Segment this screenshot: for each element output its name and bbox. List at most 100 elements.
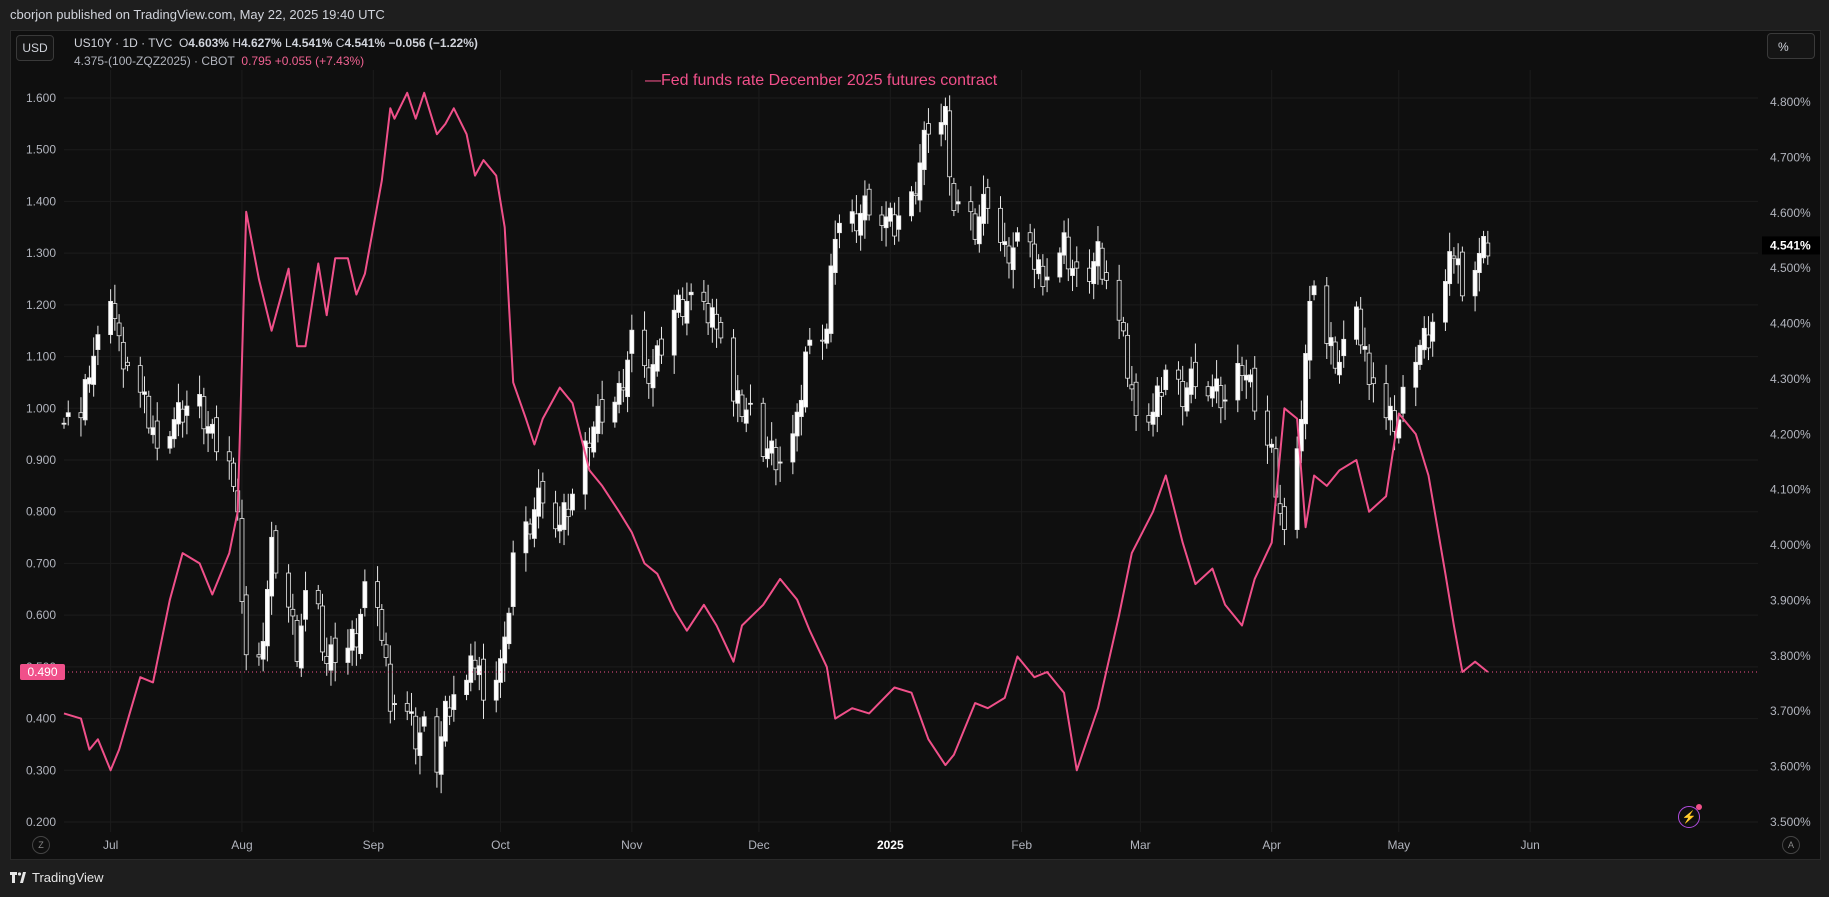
candle-body — [1015, 232, 1020, 242]
time-tick-label: Jun — [1520, 838, 1539, 852]
candle-body — [1129, 384, 1135, 390]
left-tick-label: 0.600 — [26, 608, 56, 622]
candle-body — [1188, 368, 1194, 395]
percent-scale-button[interactable]: % — [1767, 33, 1815, 59]
auto-scale-button[interactable]: A — [1782, 836, 1800, 854]
candle-body — [620, 387, 626, 391]
tradingview-logo[interactable]: TradingView — [10, 870, 104, 885]
left-tick-label: 0.800 — [26, 505, 56, 519]
candle-body — [481, 658, 486, 701]
candle-body — [1116, 279, 1122, 321]
candle-body — [1120, 322, 1126, 332]
candle-body — [116, 322, 122, 337]
zoom-button[interactable]: Z — [32, 836, 50, 854]
last-value-markers: 0.490 4.541% — [20, 236, 1820, 681]
lightning-icon[interactable]: ⚡ — [1678, 804, 1702, 828]
candle-body — [176, 402, 181, 425]
time-tick-label: Mar — [1130, 838, 1151, 852]
candle-body — [226, 451, 232, 462]
candle-body — [434, 716, 440, 773]
candle-body — [1044, 276, 1050, 281]
candle-body — [765, 448, 770, 460]
candle-body — [294, 620, 300, 662]
left-tick-label: 1.600 — [26, 91, 56, 105]
right-tick-label: 4.800% — [1770, 95, 1811, 109]
candle-body — [1447, 251, 1453, 285]
candle-body — [404, 703, 410, 712]
candle-body — [1400, 386, 1406, 414]
left-last-value-badge — [20, 664, 65, 681]
candle-body — [680, 299, 686, 317]
candle-body — [502, 636, 508, 664]
candle-body — [1248, 374, 1253, 383]
candle-body — [1294, 448, 1300, 530]
candle-body — [646, 367, 652, 384]
candle-body — [642, 329, 647, 367]
candle-body — [1430, 321, 1436, 342]
left-tick-label: 1.100 — [26, 350, 56, 364]
right-last-value-label: 4.541% — [1770, 238, 1811, 252]
candle-body — [264, 588, 270, 647]
publish-info: cborjon published on TradingView.com, Ma… — [0, 0, 1829, 30]
legend-ohlc-value: 4.541% — [344, 36, 389, 50]
left-tick-label: 1.500 — [26, 143, 56, 157]
right-tick-label: 4.200% — [1770, 427, 1811, 441]
candle-body — [78, 412, 84, 419]
candle-body — [387, 663, 393, 712]
candle-body — [531, 509, 537, 539]
candle-body — [1040, 265, 1046, 288]
candle-body — [1311, 285, 1317, 296]
legend-symbol[interactable]: US10Y · 1D · TVC — [74, 36, 173, 50]
left-tick-label: 1.200 — [26, 298, 56, 312]
candle-body — [328, 644, 334, 671]
candle-body — [95, 334, 101, 350]
footer-bar — [0, 862, 1829, 897]
left-tick-label: 0.200 — [26, 815, 56, 829]
brand-text: TradingView — [32, 870, 104, 885]
left-tick-label: 0.900 — [26, 453, 56, 467]
right-tick-label: 3.800% — [1770, 649, 1811, 663]
time-tick-label: Jul — [103, 838, 118, 852]
currency-button[interactable]: USD — [16, 35, 54, 61]
candle-body — [1061, 232, 1067, 256]
candle-body — [375, 581, 380, 608]
candle-body — [773, 447, 779, 471]
candle-body — [540, 480, 546, 504]
candle-body — [1303, 353, 1308, 425]
candle-body — [231, 462, 236, 487]
candle-body — [553, 502, 558, 530]
candle-body — [1455, 258, 1461, 266]
candle-body — [438, 736, 444, 775]
candle-body — [303, 590, 308, 620]
candle-body — [65, 412, 71, 417]
legend-ohlc-l: L — [285, 36, 292, 50]
candle-body — [1091, 261, 1097, 285]
candle-body — [214, 417, 219, 453]
candle-body — [447, 707, 453, 717]
candle-body — [943, 106, 948, 126]
candle-body — [506, 612, 512, 645]
candle-body — [392, 703, 397, 705]
candle-body — [1354, 306, 1359, 340]
candle-body — [1104, 272, 1109, 281]
candle-body — [684, 300, 690, 324]
candle-body — [1087, 267, 1092, 282]
candle-body — [260, 641, 266, 660]
candle-body — [1176, 369, 1181, 380]
candle-body — [676, 294, 681, 313]
tradingview-icon — [10, 872, 26, 883]
candle-body — [468, 655, 474, 683]
legend-ohlc-o: O — [178, 36, 189, 50]
candle-body — [137, 365, 143, 393]
candle-body — [1150, 411, 1156, 425]
candle-body — [409, 711, 414, 714]
legend-ohlc-value: 4.541% — [291, 36, 336, 50]
legend-symbol-2[interactable]: 4.375-(100-ZQZ2025) · CBOT — [74, 54, 235, 68]
candle-body — [1205, 386, 1211, 397]
candle-body — [1193, 361, 1198, 388]
candle-body — [938, 122, 944, 135]
candle-body — [616, 382, 622, 405]
candle-body — [968, 201, 974, 213]
candle-body — [1002, 241, 1008, 246]
